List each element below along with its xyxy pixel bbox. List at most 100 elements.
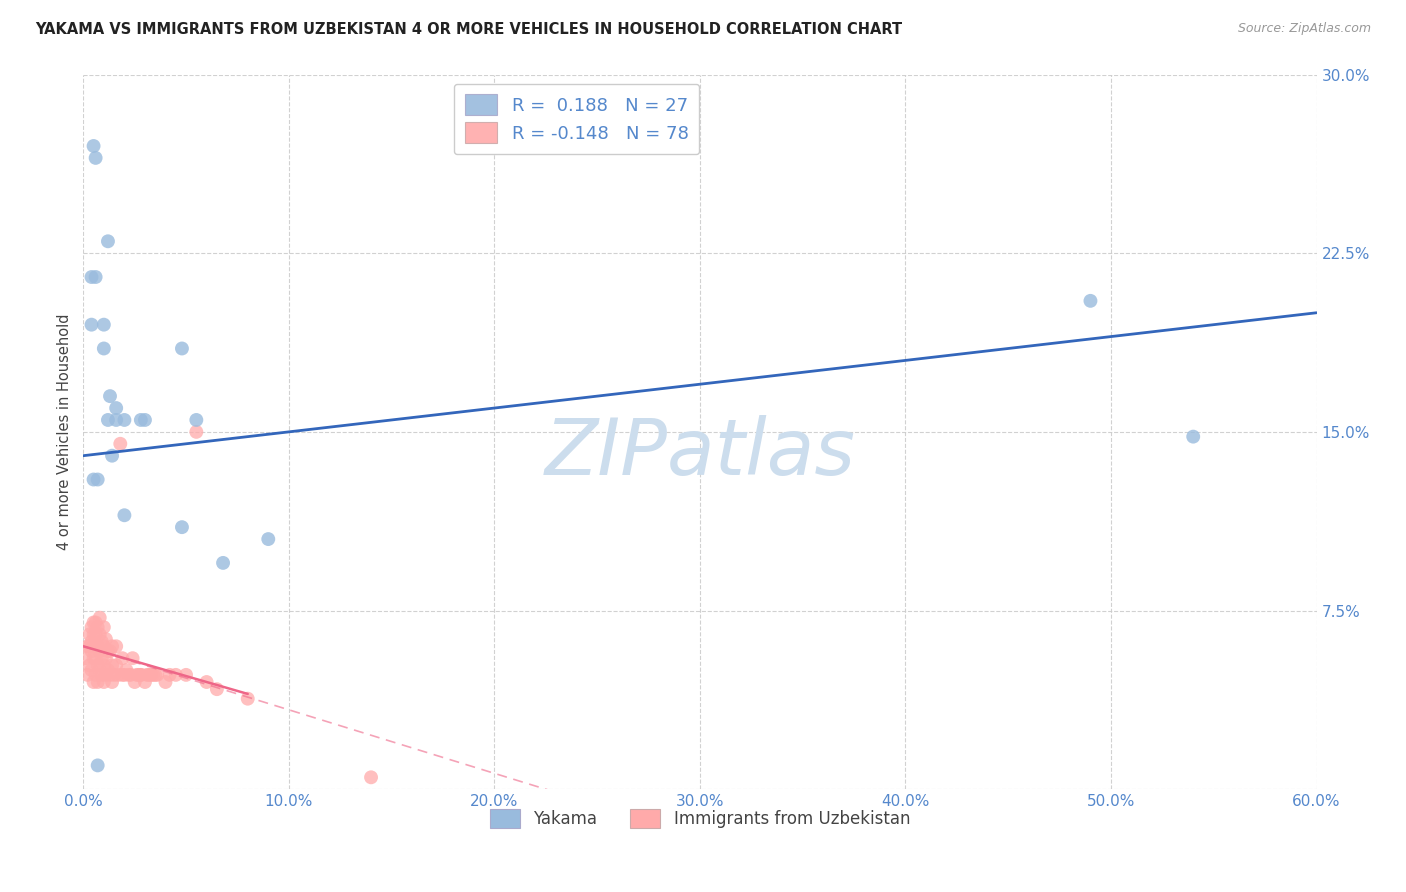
Point <box>170 342 193 356</box>
Point <box>101 449 124 463</box>
Point <box>257 532 280 546</box>
Point <box>93 620 115 634</box>
Point <box>129 668 152 682</box>
Point <box>136 668 159 682</box>
Point <box>80 620 103 634</box>
Point <box>86 675 108 690</box>
Point <box>1182 430 1205 444</box>
Point <box>94 632 117 647</box>
Point <box>146 668 169 682</box>
Point <box>83 640 105 654</box>
Text: Source: ZipAtlas.com: Source: ZipAtlas.com <box>1237 22 1371 36</box>
Point <box>80 663 103 677</box>
Point <box>76 668 98 682</box>
Point <box>93 342 115 356</box>
Point <box>105 658 128 673</box>
Point <box>84 615 107 630</box>
Point <box>112 508 135 523</box>
Point <box>125 668 148 682</box>
Point <box>89 644 111 658</box>
Point <box>89 610 111 624</box>
Point <box>80 634 103 648</box>
Point <box>112 668 135 682</box>
Point <box>83 473 105 487</box>
Point <box>124 675 146 690</box>
Point <box>76 640 98 654</box>
Point <box>129 413 152 427</box>
Point <box>205 682 228 697</box>
Point <box>174 668 197 682</box>
Point <box>143 668 166 682</box>
Point <box>360 770 382 784</box>
Point <box>101 658 124 673</box>
Point <box>121 651 143 665</box>
Point <box>236 691 259 706</box>
Point <box>105 401 128 415</box>
Point <box>138 668 160 682</box>
Text: YAKAMA VS IMMIGRANTS FROM UZBEKISTAN 4 OR MORE VEHICLES IN HOUSEHOLD CORRELATION: YAKAMA VS IMMIGRANTS FROM UZBEKISTAN 4 O… <box>35 22 903 37</box>
Point <box>83 139 105 153</box>
Point <box>105 413 128 427</box>
Point <box>94 651 117 665</box>
Point <box>98 668 121 682</box>
Point <box>86 473 108 487</box>
Point <box>97 234 120 248</box>
Point <box>83 675 105 690</box>
Point <box>101 675 124 690</box>
Point <box>86 640 108 654</box>
Point <box>129 668 152 682</box>
Point <box>90 651 112 665</box>
Point <box>110 437 132 451</box>
Point <box>80 270 103 285</box>
Point <box>79 627 101 641</box>
Point <box>79 658 101 673</box>
Point <box>93 318 115 332</box>
Point <box>142 668 165 682</box>
Point <box>128 668 150 682</box>
Point <box>90 634 112 648</box>
Point <box>105 640 128 654</box>
Point <box>79 640 101 654</box>
Legend: Yakama, Immigrants from Uzbekistan: Yakama, Immigrants from Uzbekistan <box>484 802 917 835</box>
Point <box>134 675 156 690</box>
Text: ZIPatlas: ZIPatlas <box>544 416 855 491</box>
Point <box>120 668 142 682</box>
Point <box>93 658 115 673</box>
Point <box>83 651 105 665</box>
Point <box>97 413 120 427</box>
Point <box>93 640 115 654</box>
Point <box>117 668 139 682</box>
Point <box>195 675 218 690</box>
Point <box>186 413 208 427</box>
Point <box>98 389 121 403</box>
Point <box>212 556 235 570</box>
Point <box>98 644 121 658</box>
Point <box>97 663 120 677</box>
Point <box>84 640 107 654</box>
Point <box>111 651 134 665</box>
Point <box>115 663 138 677</box>
Point <box>84 627 107 641</box>
Point <box>84 270 107 285</box>
Point <box>94 668 117 682</box>
Point <box>75 651 97 665</box>
Point <box>93 675 115 690</box>
Point <box>89 663 111 677</box>
Point <box>103 668 125 682</box>
Y-axis label: 4 or more Vehicles in Household: 4 or more Vehicles in Household <box>58 314 72 550</box>
Point <box>89 627 111 641</box>
Point <box>84 651 107 665</box>
Point <box>80 318 103 332</box>
Point <box>83 615 105 630</box>
Point <box>86 758 108 772</box>
Point <box>80 644 103 658</box>
Point <box>159 668 181 682</box>
Point <box>84 151 107 165</box>
Point <box>84 668 107 682</box>
Point <box>155 675 177 690</box>
Point <box>86 620 108 634</box>
Point <box>90 668 112 682</box>
Point <box>186 425 208 439</box>
Point <box>134 413 156 427</box>
Point <box>165 668 187 682</box>
